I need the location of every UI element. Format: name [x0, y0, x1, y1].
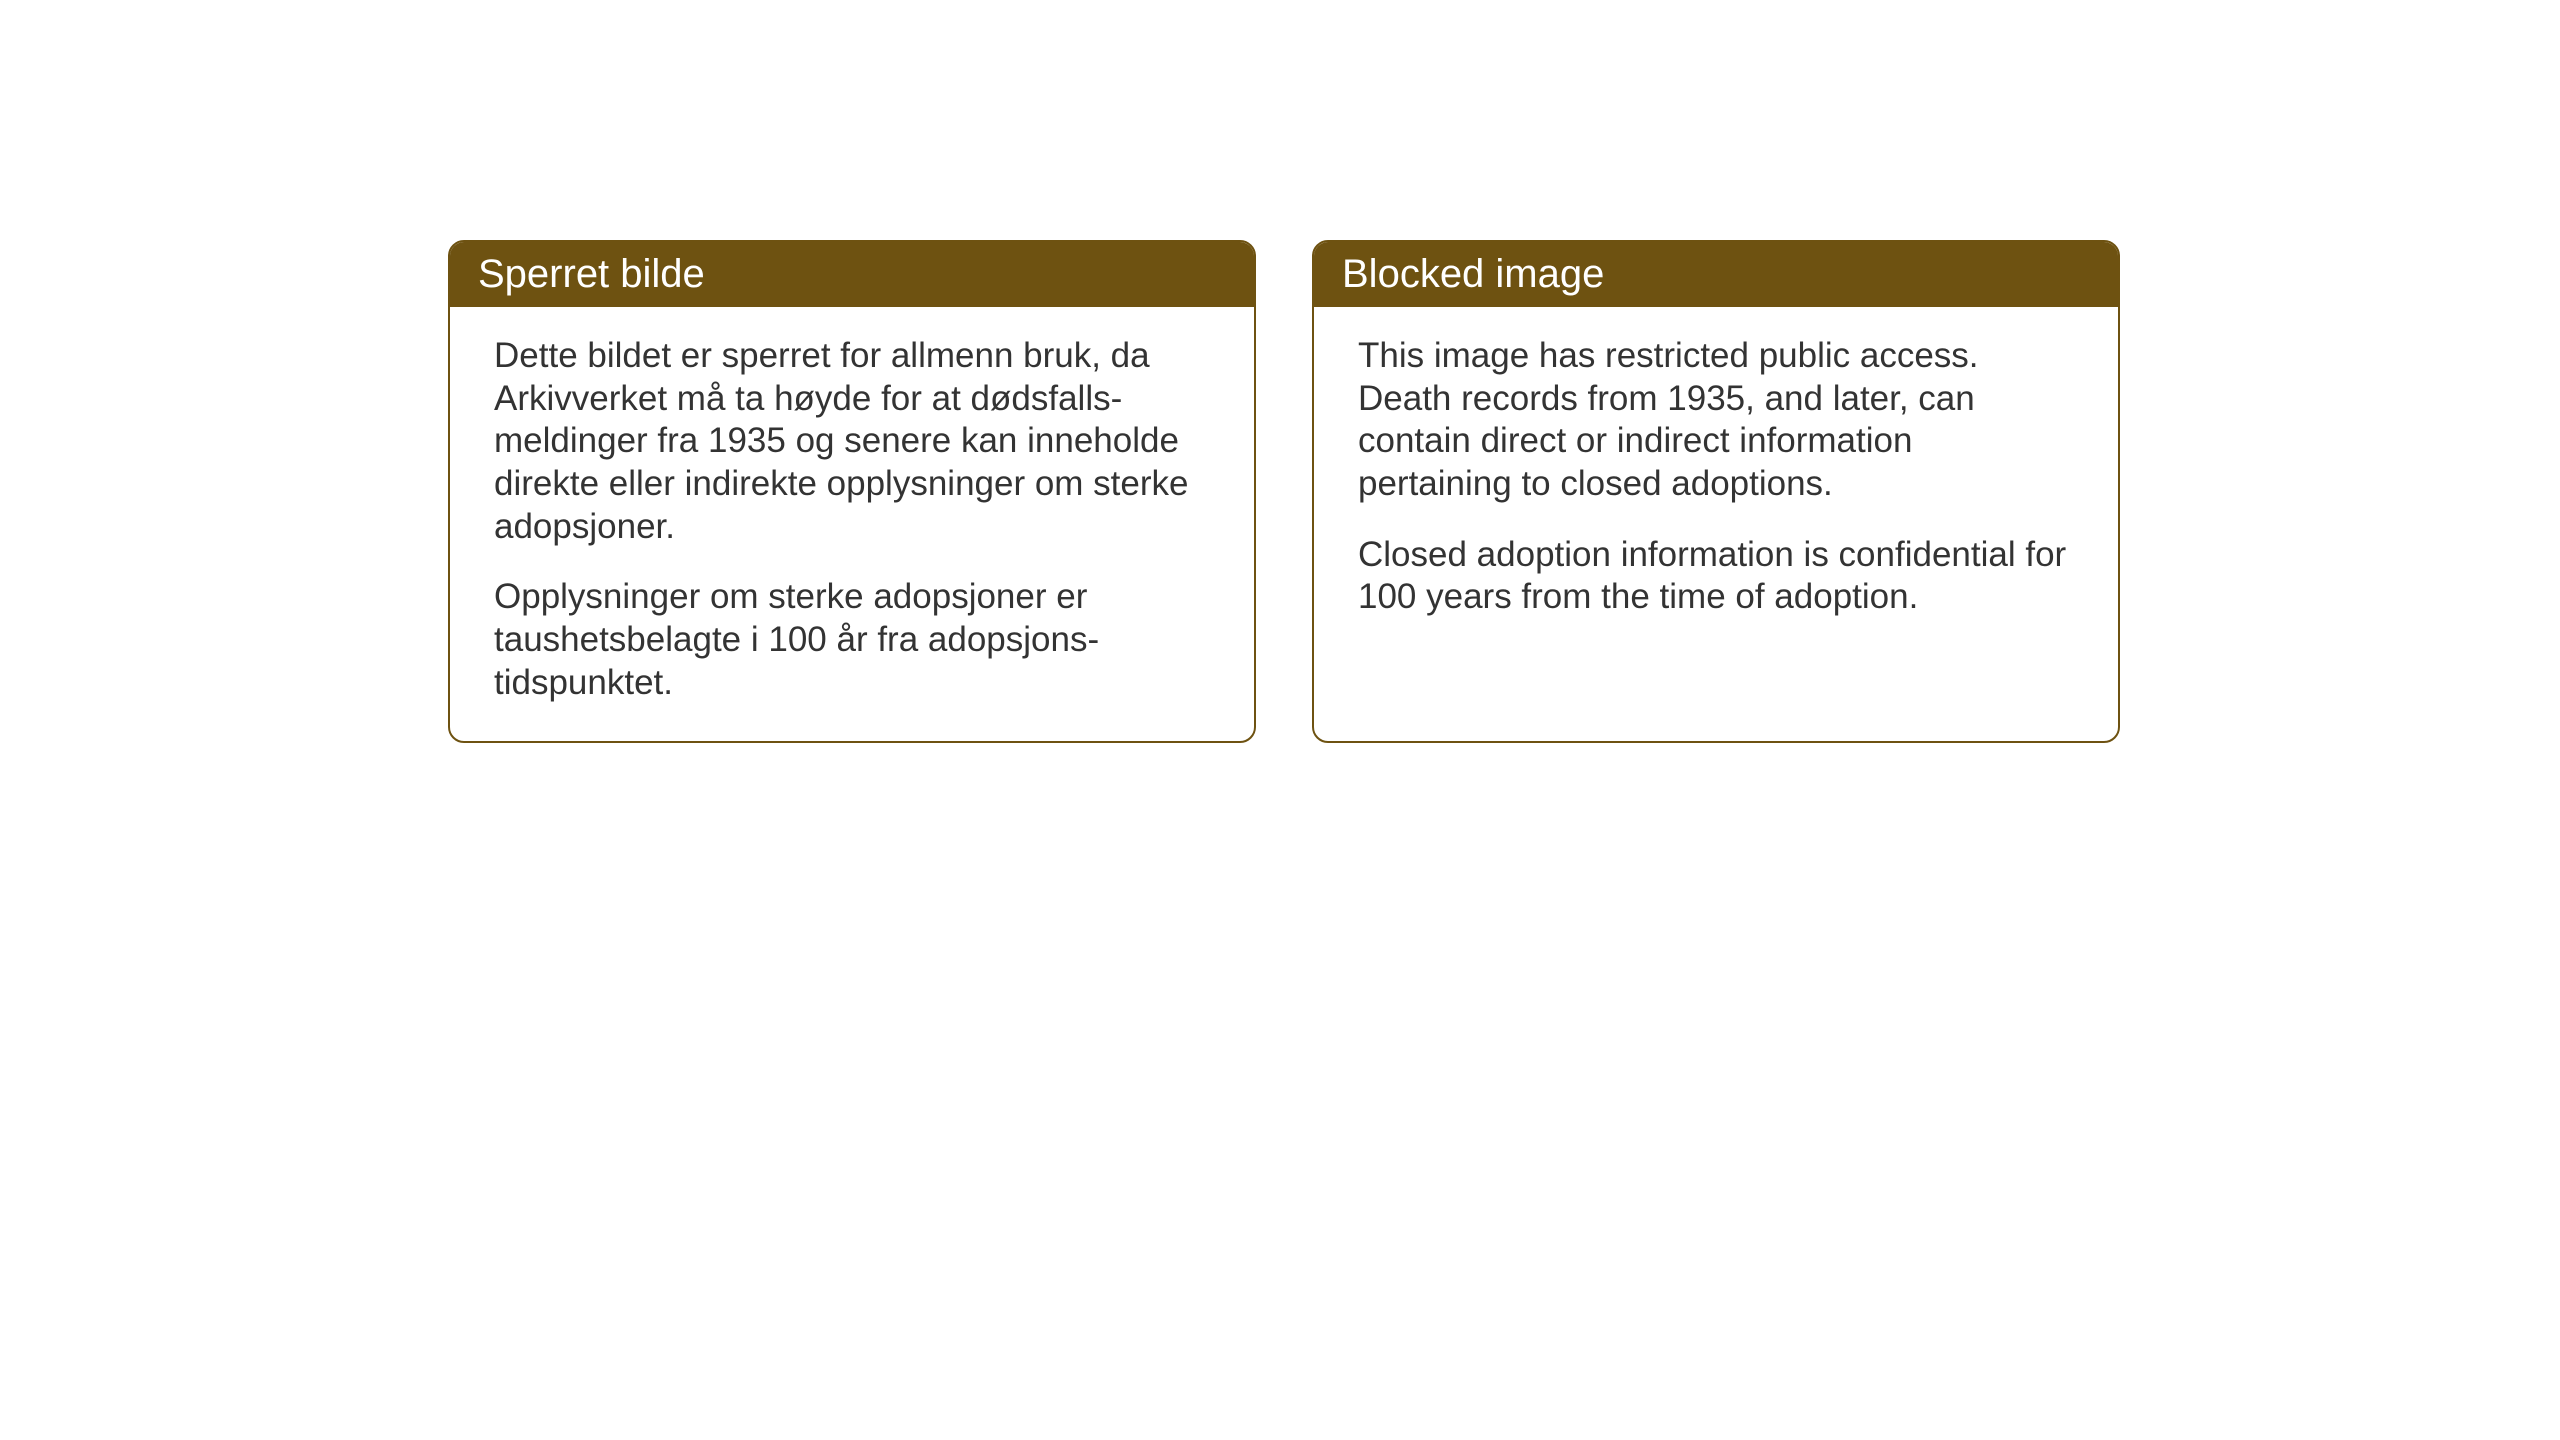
norwegian-notice-card: Sperret bilde Dette bildet er sperret fo…	[448, 240, 1256, 743]
english-paragraph-1: This image has restricted public access.…	[1358, 335, 2074, 506]
notice-container: Sperret bilde Dette bildet er sperret fo…	[448, 240, 2120, 743]
english-card-body: This image has restricted public access.…	[1314, 307, 2118, 655]
norwegian-paragraph-1: Dette bildet er sperret for allmenn bruk…	[494, 335, 1210, 548]
english-paragraph-2: Closed adoption information is confident…	[1358, 534, 2074, 619]
norwegian-card-title: Sperret bilde	[450, 242, 1254, 307]
english-card-title: Blocked image	[1314, 242, 2118, 307]
norwegian-paragraph-2: Opplysninger om sterke adopsjoner er tau…	[494, 576, 1210, 704]
norwegian-card-body: Dette bildet er sperret for allmenn bruk…	[450, 307, 1254, 741]
english-notice-card: Blocked image This image has restricted …	[1312, 240, 2120, 743]
